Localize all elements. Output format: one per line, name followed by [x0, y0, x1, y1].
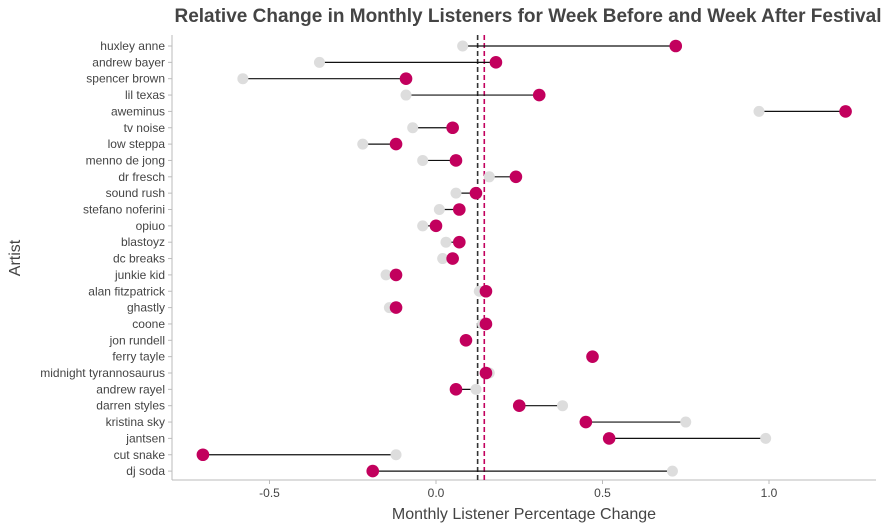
- x-tick-labels: -0.5 0.0 0.5 1.0: [259, 480, 778, 500]
- point-after: [579, 415, 593, 429]
- point-before: [440, 236, 452, 248]
- point-before: [237, 73, 249, 85]
- y-tick-label: menno de jong: [86, 153, 165, 167]
- point-before: [417, 220, 429, 232]
- y-tick-label: opiuo: [136, 219, 166, 233]
- y-tick-label: darren styles: [96, 399, 165, 413]
- point-before: [557, 400, 569, 412]
- y-tick-label: stefano noferini: [83, 203, 165, 217]
- point-after: [449, 154, 463, 167]
- x-tick-label: 1.0: [761, 486, 778, 500]
- reference-lines: [476, 35, 486, 480]
- point-before: [313, 56, 325, 68]
- y-tick-label: low steppa: [108, 137, 166, 151]
- point-before: [407, 122, 419, 134]
- y-tick-label: cut snake: [114, 448, 166, 462]
- x-tick-label: -0.5: [259, 486, 280, 500]
- point-after: [389, 268, 403, 282]
- chart-title: Relative Change in Monthly Listeners for…: [174, 6, 881, 27]
- point-after: [586, 350, 599, 363]
- point-before: [433, 204, 445, 215]
- y-tick-label: blastoyz: [121, 235, 165, 249]
- point-after: [669, 39, 683, 53]
- point-before: [437, 253, 449, 265]
- y-tick-label: kristina sky: [106, 415, 165, 429]
- y-tick-label: ghastly: [127, 301, 165, 315]
- y-tick-label: huxley anne: [100, 39, 165, 53]
- x-tick-label: 0.5: [594, 486, 611, 500]
- x-tick-label: 0.0: [428, 486, 445, 500]
- points: [196, 39, 852, 478]
- point-after: [479, 284, 493, 298]
- y-tick-label: coone: [132, 317, 165, 331]
- point-after: [459, 334, 473, 347]
- point-after: [532, 88, 546, 102]
- y-tick-label: alan fitzpatrick: [88, 284, 166, 298]
- point-after: [453, 203, 466, 216]
- point-after: [449, 383, 463, 396]
- y-tick-label: midnight tyrannosaurus: [40, 366, 165, 380]
- point-after: [453, 235, 466, 249]
- y-tick-label: dj soda: [126, 464, 165, 478]
- point-after: [469, 186, 483, 200]
- y-tick-label: aweminus: [111, 104, 165, 118]
- x-axis-title: Monthly Listener Percentage Change: [392, 506, 656, 523]
- point-before: [417, 154, 429, 166]
- y-tick-label: junkie kid: [114, 268, 165, 282]
- y-axis-title: Artist: [7, 239, 24, 276]
- point-before: [400, 89, 412, 101]
- point-before: [760, 432, 772, 444]
- y-tick-label: sound rush: [106, 186, 165, 200]
- y-tick-label: lil texas: [125, 88, 165, 102]
- y-tick-label: dr fresch: [118, 170, 165, 184]
- point-after: [839, 105, 852, 118]
- point-after: [389, 137, 403, 151]
- point-before: [457, 40, 469, 52]
- y-tick-label: jon rundell: [109, 333, 165, 347]
- point-before: [680, 416, 692, 428]
- point-after: [399, 72, 413, 85]
- point-before: [450, 187, 462, 199]
- point-before: [380, 269, 392, 281]
- point-before: [753, 105, 765, 117]
- point-after: [196, 448, 210, 462]
- y-tick-label: dc breaks: [113, 252, 165, 266]
- point-after: [389, 301, 403, 314]
- point-before: [470, 383, 482, 395]
- point-after: [446, 252, 459, 265]
- point-after: [489, 56, 503, 69]
- point-after: [479, 317, 493, 331]
- point-before: [666, 465, 678, 477]
- y-tick-labels: huxley anne andrew bayer spencer brown lil …: [40, 39, 172, 478]
- point-after: [446, 121, 459, 135]
- y-tick-label: jantsen: [125, 431, 165, 445]
- point-after: [479, 366, 493, 380]
- y-tick-label: andrew bayer: [92, 55, 165, 69]
- y-tick-label: andrew rayel: [96, 382, 165, 396]
- point-after: [429, 219, 443, 233]
- point-after: [602, 432, 616, 445]
- point-before: [483, 171, 495, 183]
- point-before: [390, 449, 402, 461]
- point-after: [509, 170, 523, 184]
- y-tick-label: ferry tayle: [112, 350, 165, 364]
- point-after: [512, 399, 526, 413]
- y-tick-label: spencer brown: [86, 72, 165, 86]
- y-tick-label: tv noise: [124, 121, 166, 135]
- point-after: [366, 464, 380, 478]
- point-before: [357, 138, 369, 150]
